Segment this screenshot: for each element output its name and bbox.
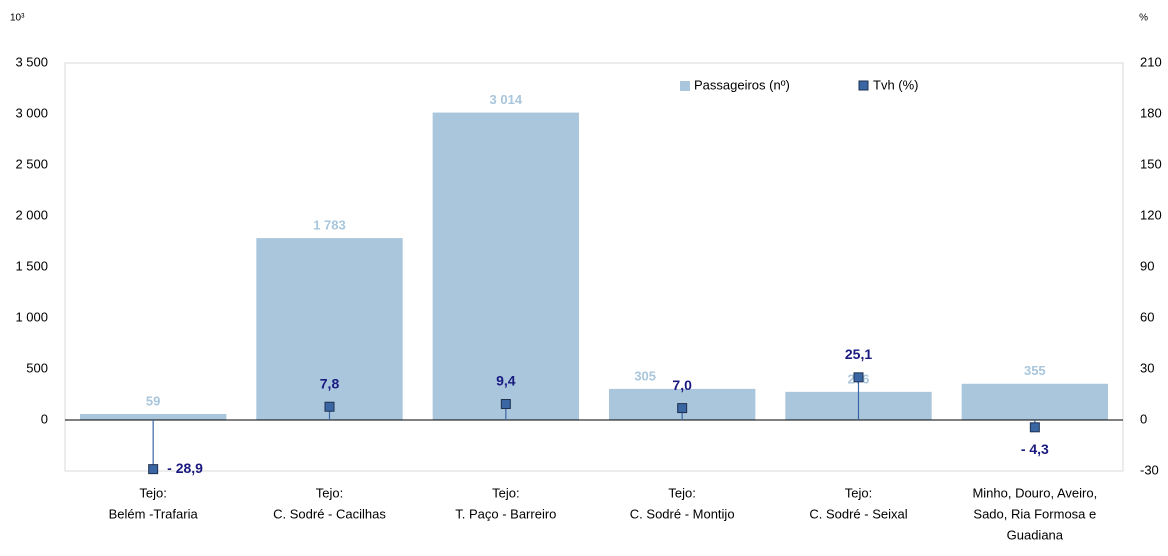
legend-label: Passageiros (nº) (694, 77, 790, 92)
marker (324, 401, 335, 412)
y-tick-label: 0 (41, 411, 48, 426)
x-tick-label: T. Paço - Barreiro (455, 506, 556, 521)
bar (961, 383, 1109, 420)
bar (256, 238, 403, 420)
legend-label: Tvh (%) (873, 77, 919, 92)
marker-value-label: 9,4 (496, 373, 516, 389)
marker-value-label: 25,1 (845, 346, 872, 362)
bar (432, 112, 580, 421)
y2-tick-label: 90 (1140, 258, 1154, 273)
x-tick-label: C. Sodré - Cacilhas (273, 506, 386, 521)
y-tick-label: 1 500 (15, 258, 48, 273)
bar-value-label: 59 (146, 393, 160, 408)
marker (148, 464, 159, 475)
x-tick-label: Tejo: (139, 485, 166, 500)
legend-swatch (680, 81, 690, 91)
y2-tick-label: 30 (1140, 360, 1154, 375)
x-tick-label: C. Sodré - Montijo (630, 506, 735, 521)
x-tick-label: Tejo: (316, 485, 343, 500)
x-tick-label: Minho, Douro, Aveiro, (972, 485, 1097, 500)
y2-tick-label: 60 (1140, 309, 1154, 324)
bar-value-label: 3 014 (490, 92, 523, 107)
x-tick-label: Sado, Ria Formosa e (973, 506, 1096, 521)
y2-tick-label: -30 (1140, 462, 1159, 477)
x-tick-label: Belém -Trafaria (109, 506, 199, 521)
x-tick-label: Tejo: (668, 485, 695, 500)
bar-value-label: 1 783 (313, 218, 346, 233)
x-tick-label: Guadiana (1007, 527, 1064, 542)
marker-value-label: 7,8 (320, 375, 340, 391)
y2-tick-label: 120 (1140, 207, 1162, 222)
x-tick-label: Tejo: (492, 485, 519, 500)
marker-value-label: - 4,3 (1021, 441, 1049, 457)
marker-value-label: - 28,9 (167, 460, 203, 476)
y2-tick-label: 0 (1140, 411, 1147, 426)
marker (500, 399, 511, 410)
y-tick-label: 1 000 (15, 309, 48, 324)
marker (853, 372, 864, 383)
y-tick-label: 500 (26, 360, 48, 375)
y2-tick-label: 150 (1140, 156, 1162, 171)
x-tick-label: Tejo: (845, 485, 872, 500)
y-tick-label: 2 500 (15, 156, 48, 171)
legend-swatch (858, 80, 869, 91)
y-tick-label: 2 000 (15, 207, 48, 222)
x-tick-label: C. Sodré - Seixal (809, 506, 907, 521)
y2-unit-label: % (1139, 13, 1148, 24)
marker (1029, 422, 1040, 433)
y2-tick-label: 180 (1140, 105, 1162, 120)
bar-value-label: 305 (634, 368, 656, 383)
plot-frame (64, 62, 1124, 472)
marker-value-label: 7,0 (672, 377, 692, 393)
bar (79, 413, 227, 420)
marker (677, 403, 688, 414)
y2-tick-label: 210 (1140, 54, 1162, 69)
bar-value-label: 355 (1024, 363, 1046, 378)
y-unit-label: 10³ (10, 13, 25, 24)
y-tick-label: 3 500 (15, 54, 48, 69)
y-tick-label: 3 000 (15, 105, 48, 120)
